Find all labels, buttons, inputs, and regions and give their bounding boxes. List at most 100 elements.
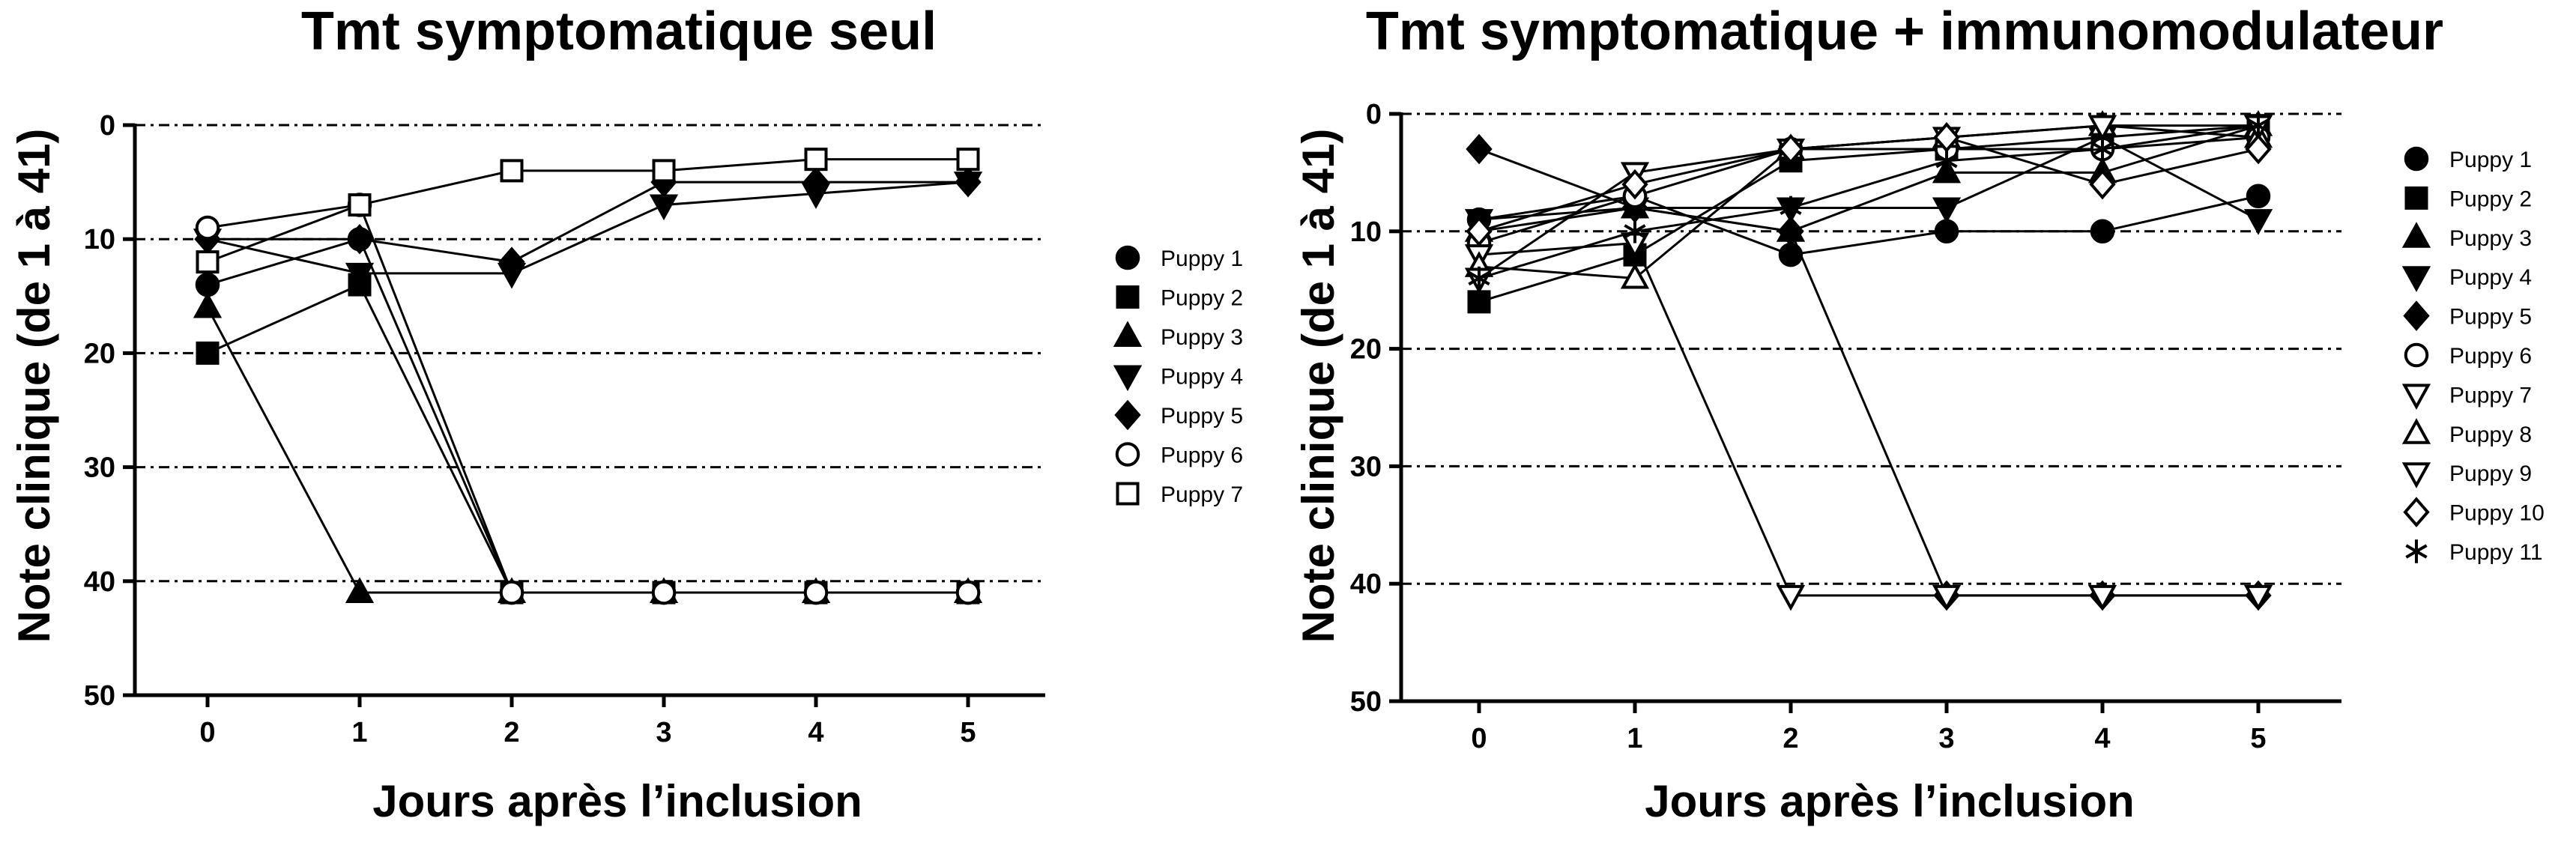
legend-item: Puppy 1 bbox=[2404, 146, 2532, 172]
legend-item: Puppy 7 bbox=[2401, 383, 2532, 411]
data-point bbox=[2243, 209, 2273, 235]
series-line bbox=[1478, 124, 2259, 303]
legend-marker bbox=[2401, 222, 2431, 248]
data-point bbox=[1780, 196, 1802, 220]
x-tick-label: 4 bbox=[808, 717, 823, 748]
legend-label: Puppy 3 bbox=[1161, 325, 1243, 350]
legend-item: Puppy 5 bbox=[2403, 300, 2532, 331]
x-tick-label: 0 bbox=[199, 717, 215, 748]
y-tick-label: 30 bbox=[1350, 451, 1382, 482]
legend-marker bbox=[1113, 365, 1143, 392]
data-point bbox=[955, 166, 982, 198]
data-point bbox=[1620, 262, 1650, 289]
legend-item: Puppy 11 bbox=[2405, 539, 2543, 565]
series-line bbox=[1478, 136, 2259, 233]
data-point bbox=[804, 148, 828, 172]
data-point bbox=[1935, 148, 1958, 173]
series-line bbox=[206, 306, 968, 594]
data-point bbox=[500, 159, 524, 183]
chart-panel-right: Tmt symptomatique + immunomodulateur 010… bbox=[1293, 1, 2545, 826]
y-tick-label: 20 bbox=[1350, 334, 1382, 366]
legend-marker bbox=[2404, 342, 2429, 368]
data-point bbox=[1466, 216, 1493, 247]
series-line bbox=[207, 283, 968, 594]
x-tick-label: 1 bbox=[351, 717, 367, 748]
legend-label: Puppy 4 bbox=[2449, 265, 2532, 290]
series-group bbox=[1464, 110, 2273, 611]
legend-label: Puppy 4 bbox=[1161, 365, 1243, 390]
legend-label: Puppy 5 bbox=[1161, 404, 1243, 429]
series-line bbox=[207, 158, 968, 264]
x-tick-label: 0 bbox=[1471, 723, 1487, 754]
x-axis-label: Jours après l’inclusion bbox=[1645, 776, 2135, 826]
x-tick-label: 2 bbox=[1783, 723, 1798, 754]
series-line bbox=[207, 203, 968, 594]
data-point bbox=[2090, 219, 2115, 244]
data-point bbox=[1934, 219, 1959, 244]
legend-label: Puppy 7 bbox=[2449, 383, 2532, 408]
y-tick-label: 0 bbox=[100, 110, 115, 142]
data-point bbox=[1777, 133, 1804, 165]
chart-title: Tmt symptomatique seul bbox=[301, 1, 937, 61]
legend-label: Puppy 6 bbox=[1161, 443, 1243, 468]
legend-marker bbox=[2405, 539, 2428, 563]
data-point bbox=[346, 223, 373, 255]
series-6 bbox=[195, 193, 981, 605]
y-tick-label: 40 bbox=[84, 566, 115, 598]
legend-item: Puppy 3 bbox=[2401, 222, 2532, 251]
legend-label: Puppy 11 bbox=[2449, 540, 2543, 565]
legend-item: Puppy 4 bbox=[2401, 265, 2532, 292]
series-line bbox=[1478, 124, 2259, 279]
series-2 bbox=[196, 273, 980, 605]
legend-label: Puppy 10 bbox=[2449, 501, 2545, 526]
data-point bbox=[803, 580, 829, 605]
data-point bbox=[1932, 584, 1962, 611]
legend-marker bbox=[1116, 285, 1140, 309]
legend-item: Puppy 1 bbox=[1115, 245, 1243, 271]
y-axis-label: Note clinique (de 1 à 41) bbox=[9, 129, 59, 644]
data-point bbox=[1467, 290, 1491, 314]
legend-item: Puppy 9 bbox=[2401, 461, 2532, 488]
gridlines bbox=[135, 124, 1045, 583]
legend-marker bbox=[2403, 300, 2430, 331]
data-point bbox=[2087, 115, 2117, 142]
data-point bbox=[652, 159, 676, 183]
axes bbox=[123, 123, 1045, 707]
series-line bbox=[1478, 124, 2259, 233]
y-tick-label: 50 bbox=[1350, 686, 1382, 718]
series-line bbox=[208, 181, 968, 264]
legend-label: Puppy 5 bbox=[2449, 305, 2532, 330]
asterisk-stroke bbox=[1624, 224, 1646, 239]
data-point bbox=[1776, 584, 1806, 611]
series-11 bbox=[1468, 113, 2270, 291]
data-point bbox=[2089, 169, 2116, 200]
legend-marker bbox=[1115, 245, 1140, 270]
x-tick-label: 5 bbox=[960, 717, 976, 748]
x-tick-label: 4 bbox=[2094, 723, 2110, 754]
data-point bbox=[1777, 216, 1804, 247]
series-8 bbox=[1464, 110, 2273, 289]
asterisk-stroke bbox=[1780, 200, 1802, 216]
data-point bbox=[2246, 184, 2271, 209]
data-point bbox=[196, 341, 220, 365]
data-point bbox=[649, 194, 679, 221]
x-tick-label: 1 bbox=[1627, 723, 1642, 754]
legend-label: Puppy 9 bbox=[2449, 461, 2532, 486]
asterisk-stroke bbox=[1935, 154, 1958, 169]
legend-item: Puppy 4 bbox=[1113, 365, 1243, 392]
data-point bbox=[2247, 113, 2270, 138]
y-tick-label: 20 bbox=[84, 338, 115, 369]
series-line bbox=[1478, 136, 2259, 244]
legend-label: Puppy 2 bbox=[2449, 187, 2532, 211]
y-tick-label: 10 bbox=[1350, 216, 1382, 248]
legend-marker bbox=[2401, 384, 2431, 411]
data-point bbox=[2243, 584, 2273, 611]
x-axis-label: Jours après l’inclusion bbox=[372, 776, 862, 826]
asterisk-stroke bbox=[1468, 270, 1490, 286]
data-point bbox=[955, 580, 981, 605]
legend-item: Puppy 7 bbox=[1116, 482, 1243, 507]
series-line bbox=[207, 237, 968, 594]
gridlines bbox=[1401, 112, 2341, 585]
legend-label: Puppy 6 bbox=[2449, 344, 2532, 369]
